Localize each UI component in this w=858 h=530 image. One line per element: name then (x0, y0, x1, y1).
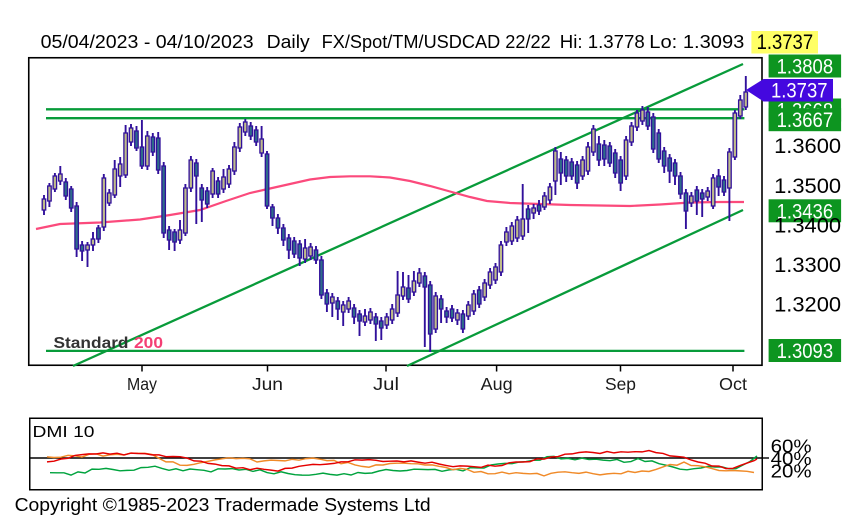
svg-text:1.3400: 1.3400 (774, 215, 841, 238)
svg-text:05/04/2023 - 04/10/2023: 05/04/2023 - 04/10/2023 (41, 32, 254, 52)
svg-text:200: 200 (134, 335, 163, 352)
svg-text:1.3808: 1.3808 (777, 56, 834, 79)
svg-text:DMI 10: DMI 10 (33, 424, 95, 441)
svg-text:1.3300: 1.3300 (774, 254, 841, 277)
svg-text:Daily: Daily (267, 32, 310, 52)
svg-text:FX/Spot/TM/USDCAD 22/22: FX/Spot/TM/USDCAD 22/22 (322, 32, 551, 52)
svg-text:Oct: Oct (719, 374, 747, 394)
svg-text:May: May (127, 374, 157, 394)
svg-text:1.3200: 1.3200 (774, 294, 841, 317)
svg-text:Lo: 1.3093: Lo: 1.3093 (649, 32, 744, 52)
svg-text:1.3737: 1.3737 (771, 80, 828, 103)
svg-text:1.3737: 1.3737 (757, 31, 814, 54)
svg-text:20%: 20% (771, 461, 812, 481)
svg-text:1.3667: 1.3667 (777, 109, 834, 132)
svg-text:1.3500: 1.3500 (774, 175, 841, 198)
svg-text:60%: 60% (771, 436, 812, 456)
svg-text:Jul: Jul (373, 374, 399, 394)
svg-text:Hi: 1.3778: Hi: 1.3778 (560, 32, 645, 52)
svg-text:1.3093: 1.3093 (777, 340, 834, 363)
svg-text:Standard: Standard (54, 335, 129, 352)
svg-text:1.3436: 1.3436 (777, 200, 834, 223)
svg-text:Sep: Sep (605, 374, 636, 394)
svg-text:Aug: Aug (481, 374, 513, 394)
svg-text:Copyright ©1985-2023 Tradermad: Copyright ©1985-2023 Tradermade Systems … (15, 495, 431, 515)
svg-text:1.3600: 1.3600 (774, 135, 841, 158)
svg-text:40%: 40% (771, 449, 812, 469)
svg-text:Jun: Jun (252, 374, 283, 394)
